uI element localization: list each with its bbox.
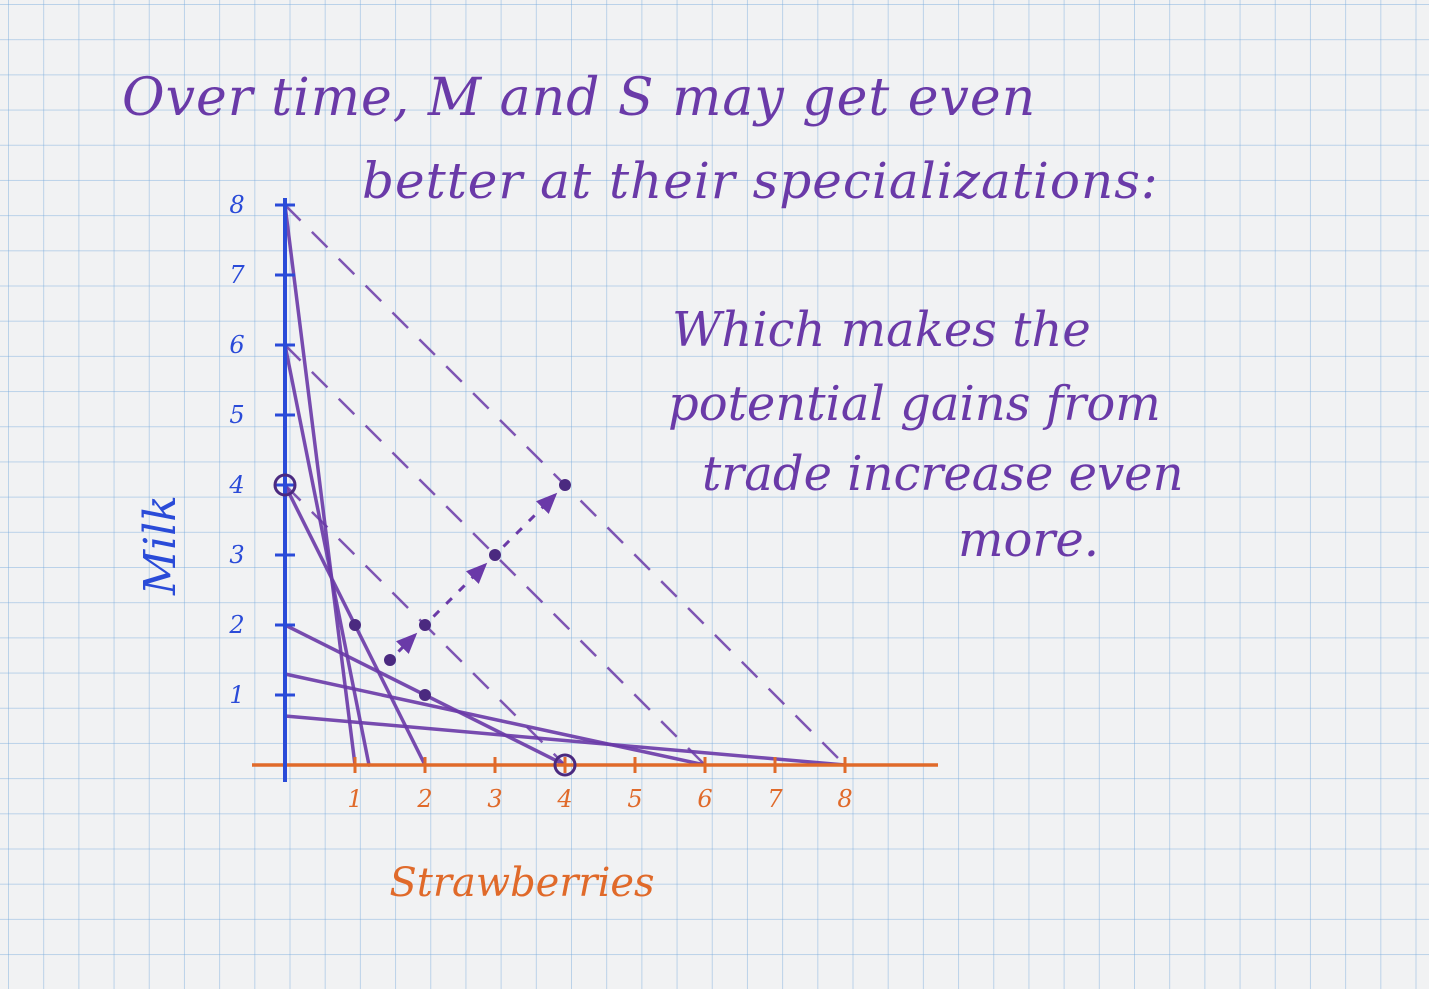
- circled-point-2: [553, 753, 577, 777]
- points-layer: [273, 473, 577, 777]
- title-line-1: Over time, M and S may get even: [122, 68, 1037, 128]
- x-tick-label-4: 4: [556, 785, 572, 813]
- y-tick-label-3: 3: [229, 541, 244, 569]
- gain-arrow-3: [502, 492, 558, 548]
- gain-arrow-2: [432, 562, 488, 618]
- note-line-1: Which makes the: [672, 302, 1091, 358]
- y-axis-label: Milk: [135, 495, 186, 596]
- frontier-line-5: [283, 672, 707, 767]
- data-point-5: [489, 549, 501, 561]
- x-tick-label-3: 3: [487, 785, 502, 813]
- data-point-2: [349, 619, 361, 631]
- ticks-layer: 1 2 3 4 5 6 7 8 1 2 3 4 5 6 7 8: [228, 191, 852, 813]
- x-tick-label-5: 5: [627, 785, 642, 813]
- axes-layer: [252, 198, 938, 782]
- data-point-6: [559, 479, 571, 491]
- x-tick-label-6: 6: [697, 785, 712, 813]
- note-line-2: potential gains from: [668, 376, 1161, 432]
- y-tick-label-8: 8: [229, 191, 244, 219]
- circled-point-1: [273, 473, 297, 497]
- x-axis-label: Strawberries: [389, 860, 654, 906]
- x-tick-label-7: 7: [767, 785, 783, 813]
- frontier-line-2: [283, 343, 371, 767]
- data-point-1: [419, 689, 431, 701]
- note-line-3: trade increase even: [702, 446, 1184, 502]
- gain-arrow-1: [396, 632, 418, 654]
- y-tick-label-4: 4: [228, 471, 244, 499]
- note-line-4: more.: [958, 512, 1100, 568]
- y-tick-label-7: 7: [229, 261, 245, 289]
- data-point-4: [419, 619, 431, 631]
- y-tick-label-2: 2: [228, 611, 244, 639]
- frontier-line-6: [283, 714, 847, 767]
- x-tick-label-2: 2: [416, 785, 432, 813]
- title-line-2: better at their specializations:: [362, 152, 1159, 210]
- y-tick-label-5: 5: [229, 401, 244, 429]
- frontier-line-1: [283, 203, 357, 767]
- trade-line-2: [284, 344, 706, 766]
- data-point-3: [384, 654, 396, 666]
- x-tick-label-8: 8: [837, 785, 852, 813]
- arrow-layer: [396, 492, 558, 654]
- y-tick-label-1: 1: [229, 681, 244, 709]
- x-tick-label-1: 1: [347, 785, 362, 813]
- y-tick-label-6: 6: [229, 331, 244, 359]
